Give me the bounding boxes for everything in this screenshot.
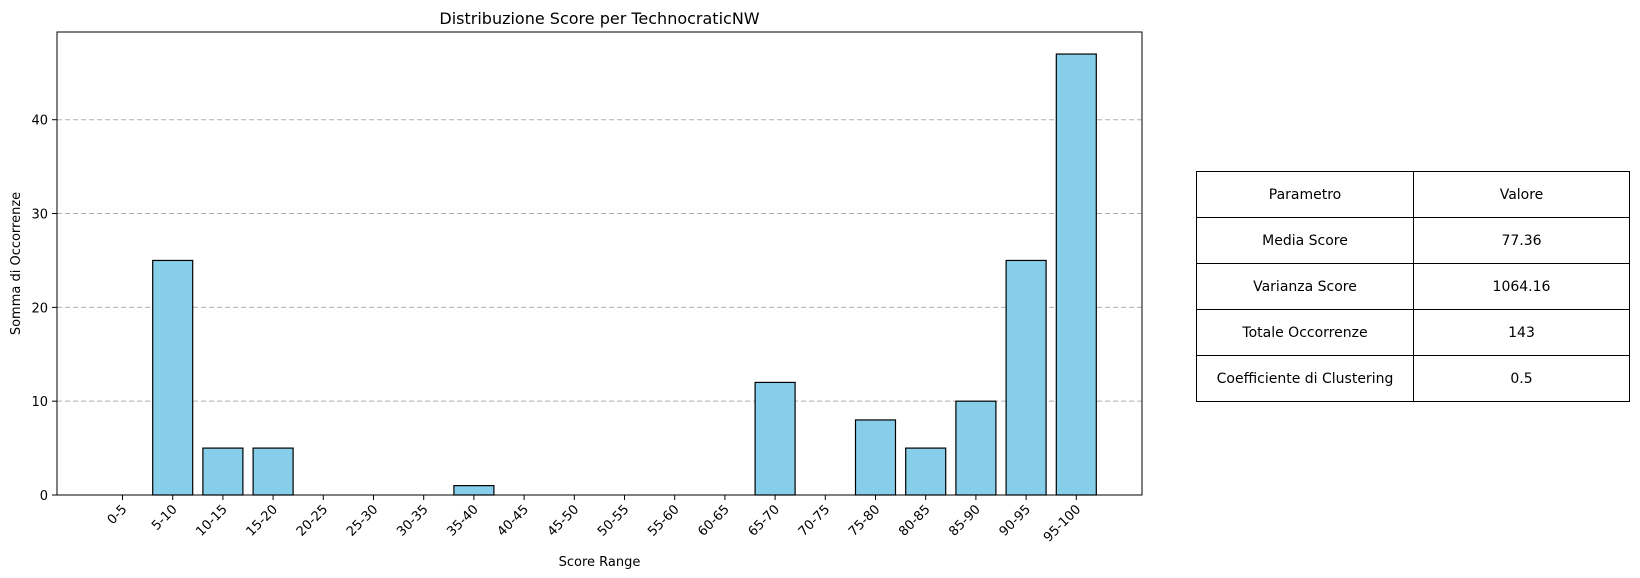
stats-table: Parametro Valore Media Score 77.36 Varia… [1196,171,1630,402]
x-tick-label: 15-20 [244,502,281,539]
bar-75-80 [854,419,897,496]
y-tick-label: 0 [40,489,48,504]
bar-15-20 [252,447,294,496]
x-axis-ticks: 0-5 5-10 10-15 15-20 20-25 25-30 30-35 35-40 40-… [105,495,1084,545]
bar-35-40 [453,485,495,496]
x-tick-label: 45-50 [545,502,582,539]
plot-frame [56,31,1143,496]
value-cell: 143 [1413,309,1630,356]
table-row: Media Score 77.36 [1196,217,1630,264]
bar-80-85 [905,447,947,496]
param-cell: Totale Occorrenze [1196,309,1414,356]
x-tick-label: 25-30 [344,502,381,539]
bar-85-90 [955,400,997,496]
x-tick-label: 20-25 [294,502,331,539]
param-cell: Coefficiente di Clustering [1196,355,1414,402]
x-tick-label: 65-70 [746,502,783,539]
bars [152,53,1097,496]
x-tick-label: 60-65 [695,502,732,539]
table-row: Coefficiente di Clustering 0.5 [1196,355,1630,402]
x-tick-label: 75-80 [846,502,883,539]
bar-90-95 [1005,259,1047,496]
x-tick-label: 50-55 [595,502,632,539]
grid-lines [57,119,1142,402]
y-axis-label: Somma di Occorrenze [9,192,24,335]
value-cell: 77.36 [1413,217,1630,264]
x-tick-label: 0-5 [105,502,131,528]
chart-title: Distribuzione Score per TechnocraticNW [439,9,759,28]
x-tick-label: 90-95 [997,502,1034,539]
y-tick-label: 30 [31,208,48,223]
table-header-row: Parametro Valore [1196,171,1630,218]
bar-65-70 [754,381,796,496]
bar-10-15 [202,447,244,496]
header-parametro: Parametro [1196,171,1414,218]
x-tick-label: 10-15 [193,502,230,539]
x-tick-label: 80-85 [896,502,933,539]
value-cell: 1064.16 [1413,263,1630,310]
table-row: Totale Occorrenze 143 [1196,309,1630,356]
x-tick-label: 55-60 [645,502,682,539]
param-cell: Media Score [1196,217,1414,264]
x-tick-label: 85-90 [946,502,983,539]
x-tick-label: 95-100 [1041,502,1084,545]
bar-5-10 [152,259,194,496]
y-axis-ticks: 0 10 20 30 40 [31,114,57,504]
y-tick-label: 20 [31,301,48,316]
x-tick-label: 5-10 [149,502,180,533]
y-tick-label: 40 [31,114,48,129]
bar-95-100 [1055,53,1097,496]
value-cell: 0.5 [1413,355,1630,402]
y-tick-label: 10 [31,395,48,410]
x-tick-label: 30-35 [394,502,431,539]
x-tick-label: 40-45 [495,502,532,539]
table-row: Varianza Score 1064.16 [1196,263,1630,310]
x-tick-label: 35-40 [444,502,481,539]
x-axis-label: Score Range [559,555,641,570]
x-tick-label: 70-75 [796,502,833,539]
header-valore: Valore [1413,171,1630,218]
param-cell: Varianza Score [1196,263,1414,310]
